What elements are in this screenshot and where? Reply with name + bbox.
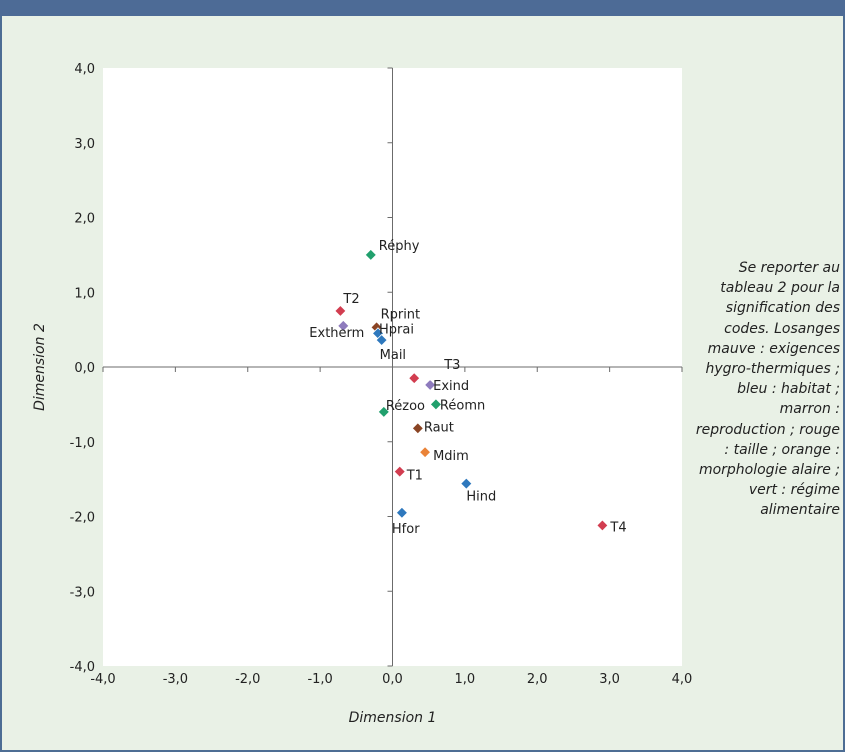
point-extherm bbox=[337, 319, 350, 332]
point-rezoo bbox=[377, 405, 390, 418]
point-exind bbox=[424, 378, 437, 392]
point-label-hind: Hind bbox=[466, 490, 496, 505]
header-bar bbox=[0, 0, 845, 16]
point-label-t2: T2 bbox=[342, 292, 359, 307]
point-label-t4: T4 bbox=[609, 520, 626, 535]
y-tick-label: 4,0 bbox=[74, 62, 95, 77]
point-label-reomn: Réomn bbox=[440, 398, 485, 413]
x-tick-label: 4,0 bbox=[672, 672, 693, 687]
point-label-hfor: Hfor bbox=[392, 522, 420, 537]
point-label-rprint: Rprint bbox=[381, 307, 421, 322]
y-tick-label: -2,0 bbox=[70, 511, 95, 526]
point-label-t1: T1 bbox=[406, 469, 423, 484]
point-label-rephy: Réphy bbox=[379, 239, 420, 254]
point-raut bbox=[411, 422, 424, 435]
legend-note: Se reporter au tableau 2 pour la signifi… bbox=[695, 260, 840, 519]
x-tick-label: 3,0 bbox=[599, 672, 620, 687]
point-mail bbox=[375, 334, 388, 347]
x-axis-title: Dimension 1 bbox=[349, 710, 437, 726]
point-rephy bbox=[364, 248, 377, 261]
x-tick-label: -4,0 bbox=[90, 672, 115, 687]
point-label-extherm: Extherm bbox=[309, 326, 364, 341]
y-tick-label: -1,0 bbox=[70, 436, 95, 451]
x-tick-label: -2,0 bbox=[235, 672, 260, 687]
point-mdim bbox=[419, 446, 432, 459]
point-t1 bbox=[393, 465, 406, 478]
y-tick-label: 2,0 bbox=[74, 212, 95, 227]
point-hfor bbox=[395, 506, 408, 519]
y-tick-label: -3,0 bbox=[70, 585, 95, 600]
point-hind bbox=[460, 477, 473, 490]
x-tick-label: -3,0 bbox=[163, 672, 188, 687]
x-tick-label: 1,0 bbox=[455, 672, 476, 687]
point-label-rezoo: Rézoo bbox=[386, 399, 425, 414]
y-tick-label: 0,0 bbox=[74, 361, 95, 376]
point-t2 bbox=[334, 304, 347, 318]
point-reomn bbox=[429, 398, 442, 411]
point-t3 bbox=[408, 372, 421, 385]
point-label-t3: T3 bbox=[443, 358, 460, 373]
point-t4 bbox=[596, 519, 609, 532]
point-label-raut: Raut bbox=[424, 420, 454, 435]
x-tick-label: -1,0 bbox=[307, 672, 332, 687]
x-tick-label: 2,0 bbox=[527, 672, 548, 687]
y-tick-label: 1,0 bbox=[74, 286, 95, 301]
point-label-hprai: Hprai bbox=[379, 322, 414, 337]
y-tick-label: 3,0 bbox=[74, 137, 95, 152]
point-label-exind: Exind bbox=[433, 379, 469, 394]
y-axis-title: Dimension 2 bbox=[32, 323, 48, 411]
point-label-mail: Mail bbox=[380, 348, 406, 363]
point-label-mdim: Mdim bbox=[433, 449, 469, 464]
y-tick-label: -4,0 bbox=[70, 660, 95, 675]
x-tick-label: 0,0 bbox=[382, 672, 403, 687]
